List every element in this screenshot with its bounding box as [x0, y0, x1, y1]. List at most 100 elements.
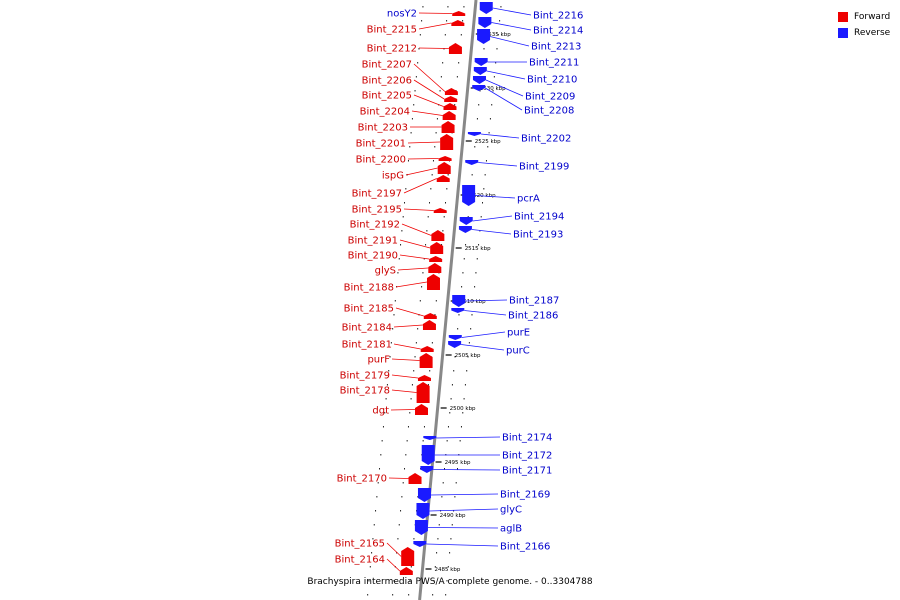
forward-gene-arrow[interactable]: [426, 274, 440, 290]
reverse-gene-arrow[interactable]: [473, 67, 487, 75]
forward-gene[interactable]: ispG: [382, 162, 451, 182]
reverse-gene-arrow[interactable]: [472, 76, 486, 84]
forward-gene-arrow[interactable]: [399, 567, 413, 575]
reverse-gene-arrow[interactable]: [474, 58, 488, 66]
reverse-gene-arrow[interactable]: [467, 132, 481, 136]
reverse-gene[interactable]: Bint_2187: [452, 295, 559, 307]
forward-gene-arrow[interactable]: [420, 346, 434, 352]
reverse-gene[interactable]: Bint_2166: [413, 541, 550, 553]
reverse-gene[interactable]: Bint_2169: [417, 488, 550, 502]
reverse-gene[interactable]: pcrA: [462, 185, 540, 206]
forward-gene[interactable]: Bint_2181: [342, 340, 434, 353]
forward-gene[interactable]: Bint_2190: [348, 251, 443, 263]
forward-gene[interactable]: Bint_2204: [360, 107, 456, 121]
forward-gene[interactable]: Bint_2188: [344, 274, 440, 294]
forward-gene[interactable]: Bint_2212: [367, 43, 462, 55]
reverse-gene-arrow[interactable]: [421, 445, 435, 465]
forward-gene[interactable]: purF: [367, 353, 433, 368]
forward-gene-arrow[interactable]: [419, 353, 433, 368]
reverse-gene-arrow[interactable]: [478, 17, 492, 28]
forward-gene[interactable]: dgt: [372, 404, 429, 417]
forward-gene-arrow[interactable]: [452, 11, 466, 16]
forward-gene[interactable]: Bint_2207: [362, 60, 458, 96]
reverse-gene[interactable]: Bint_2213: [477, 29, 581, 53]
reverse-gene-arrow[interactable]: [423, 436, 437, 440]
reverse-gene[interactable]: Bint_2186: [451, 308, 558, 322]
forward-gene[interactable]: Bint_2178: [340, 382, 430, 403]
forward-gene-arrow[interactable]: [417, 375, 431, 381]
forward-gene-arrow[interactable]: [444, 96, 458, 102]
forward-gene-arrow[interactable]: [436, 175, 450, 182]
reverse-gene[interactable]: Bint_2208: [472, 85, 574, 117]
reverse-gene[interactable]: Bint_2171: [420, 466, 552, 477]
reverse-gene[interactable]: purC: [448, 341, 530, 357]
reverse-gene[interactable]: Bint_2193: [458, 226, 563, 241]
forward-gene-arrow[interactable]: [444, 88, 458, 95]
reverse-gene-arrow[interactable]: [462, 185, 476, 206]
forward-gene[interactable]: Bint_2205: [362, 91, 457, 111]
forward-gene-arrow[interactable]: [401, 547, 415, 566]
reverse-gene-arrow[interactable]: [451, 308, 465, 313]
forward-gene-arrow[interactable]: [438, 156, 452, 161]
reverse-gene[interactable]: Bint_2214: [478, 17, 583, 37]
forward-gene-arrow[interactable]: [422, 320, 436, 330]
reverse-gene[interactable]: Bint_2199: [465, 160, 569, 173]
reverse-gene[interactable]: Bint_2211: [474, 58, 580, 69]
forward-gene[interactable]: Bint_2203: [358, 121, 455, 134]
forward-gene[interactable]: Bint_2195: [352, 205, 447, 216]
forward-gene[interactable]: nosY2: [387, 9, 466, 20]
forward-gene-arrow[interactable]: [430, 242, 444, 254]
reverse-gene-arrow[interactable]: [465, 160, 479, 165]
forward-gene-arrow[interactable]: [443, 103, 457, 110]
forward-gene[interactable]: Bint_2185: [344, 304, 437, 320]
forward-gene[interactable]: Bint_2179: [340, 371, 431, 382]
reverse-gene-arrow[interactable]: [416, 503, 430, 519]
reverse-gene-arrow[interactable]: [448, 335, 462, 340]
reverse-gene-arrow[interactable]: [459, 217, 473, 225]
forward-gene-arrow[interactable]: [433, 208, 447, 213]
reverse-gene-arrow[interactable]: [413, 541, 427, 547]
forward-gene[interactable]: Bint_2164: [335, 555, 413, 576]
forward-gene[interactable]: Bint_2197: [352, 175, 450, 200]
forward-gene-arrow[interactable]: [423, 313, 437, 319]
forward-gene[interactable]: Bint_2165: [335, 539, 415, 567]
forward-gene[interactable]: Bint_2192: [350, 220, 445, 242]
reverse-gene-arrow[interactable]: [452, 295, 466, 307]
reverse-gene[interactable]: aglB: [414, 520, 522, 535]
forward-gene-arrow[interactable]: [451, 20, 465, 26]
reverse-gene[interactable]: purE: [448, 328, 530, 341]
reverse-gene-arrow[interactable]: [448, 341, 462, 348]
reverse-gene[interactable]: Bint_2172: [421, 445, 553, 465]
reverse-gene-arrow[interactable]: [479, 2, 493, 14]
forward-gene-arrow[interactable]: [448, 43, 462, 54]
reverse-gene-arrow[interactable]: [477, 29, 491, 44]
forward-gene-arrow[interactable]: [416, 382, 430, 403]
reverse-gene[interactable]: Bint_2216: [479, 2, 584, 22]
forward-gene-arrow[interactable]: [429, 256, 443, 262]
forward-gene-arrow[interactable]: [431, 230, 445, 241]
forward-gene[interactable]: Bint_2215: [367, 20, 465, 36]
reverse-gene[interactable]: glyC: [416, 503, 522, 519]
forward-gene[interactable]: Bint_2206: [362, 76, 458, 103]
forward-gene-arrow[interactable]: [428, 263, 442, 273]
reverse-gene[interactable]: Bint_2210: [473, 67, 578, 86]
forward-gene[interactable]: glyS: [375, 263, 442, 277]
reverse-gene-arrow[interactable]: [414, 520, 428, 535]
forward-gene[interactable]: Bint_2191: [348, 236, 444, 255]
reverse-gene[interactable]: Bint_2194: [459, 212, 565, 226]
forward-gene-arrow[interactable]: [441, 121, 455, 133]
reverse-gene-arrow[interactable]: [472, 85, 486, 91]
forward-gene-arrow[interactable]: [408, 473, 422, 484]
forward-gene[interactable]: Bint_2170: [337, 473, 422, 485]
reverse-gene[interactable]: Bint_2174: [423, 433, 552, 444]
reverse-gene-arrow[interactable]: [420, 466, 434, 473]
reverse-gene-arrow[interactable]: [458, 226, 472, 233]
reverse-gene[interactable]: Bint_2202: [467, 132, 571, 145]
forward-gene[interactable]: Bint_2201: [356, 134, 454, 150]
forward-gene-arrow[interactable]: [437, 162, 451, 174]
forward-gene-arrow[interactable]: [440, 134, 454, 150]
reverse-gene[interactable]: Bint_2209: [472, 76, 575, 103]
reverse-gene-arrow[interactable]: [417, 488, 431, 502]
forward-gene[interactable]: Bint_2184: [342, 320, 436, 334]
forward-gene-arrow[interactable]: [442, 111, 456, 120]
